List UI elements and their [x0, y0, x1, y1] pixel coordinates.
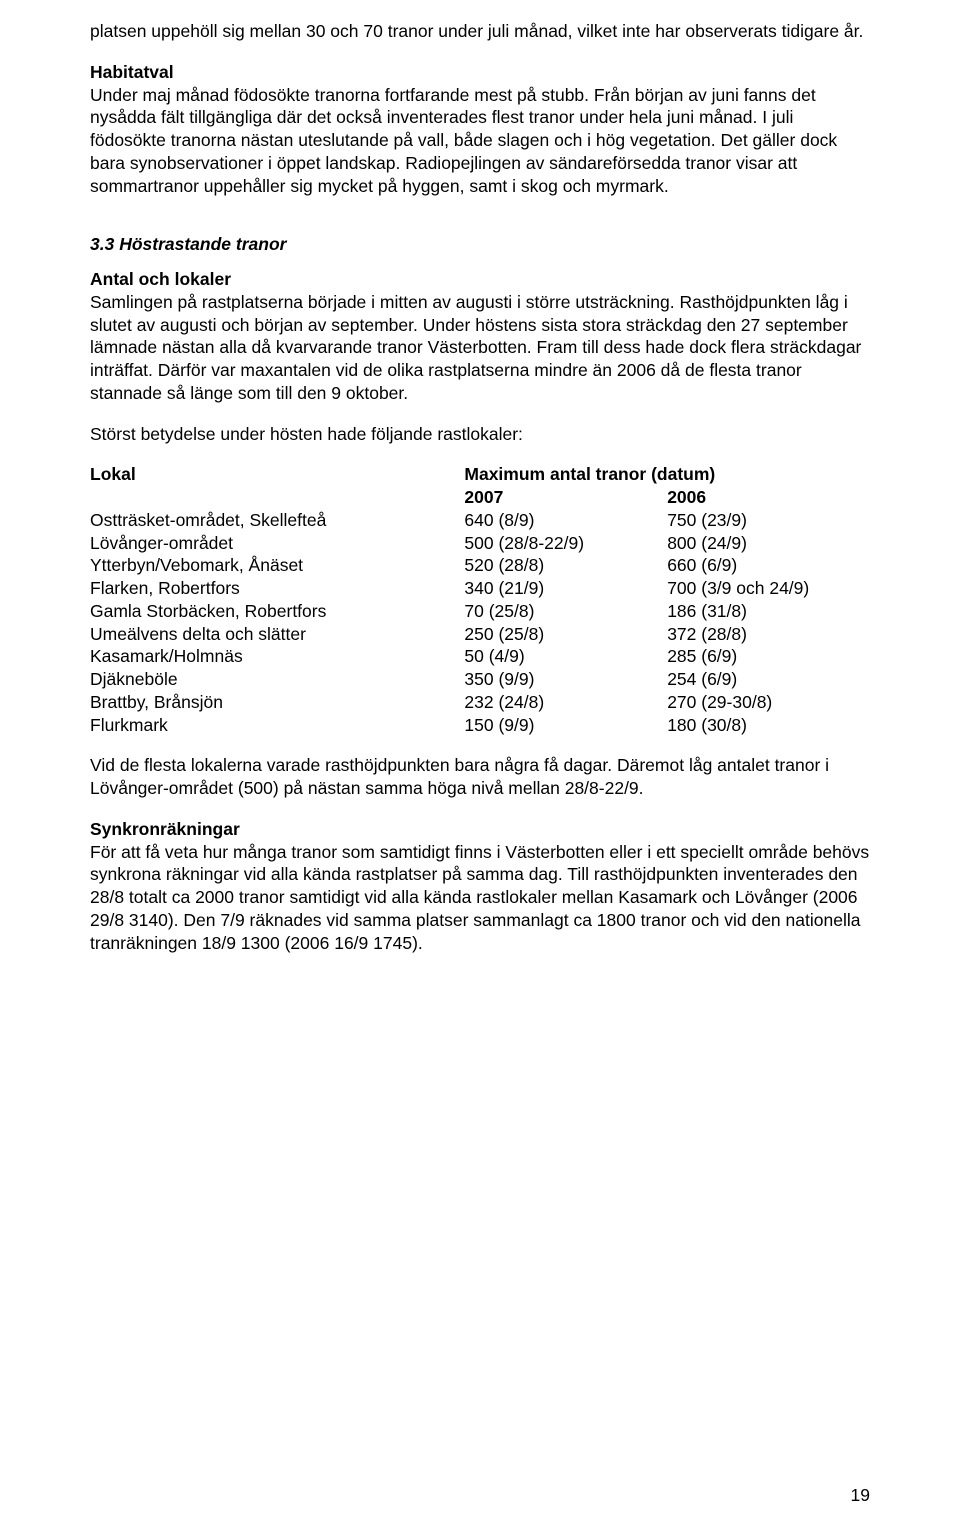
habitat-body: Under maj månad födosökte tranorna fortf…: [90, 84, 870, 198]
cell-2007: 340 (21/9): [464, 577, 667, 600]
table-header-row: Lokal Maximum antal tranor (datum): [90, 463, 870, 486]
table-row: Kasamark/Holmnäs50 (4/9)285 (6/9): [90, 645, 870, 668]
table-row: Lövånger-området500 (28/8-22/9)800 (24/9…: [90, 532, 870, 555]
cell-2006: 750 (23/9): [667, 509, 870, 532]
habitat-heading: Habitatval: [90, 61, 870, 84]
antal-body: Samlingen på rastplatserna började i mit…: [90, 291, 870, 405]
cell-2007: 500 (28/8-22/9): [464, 532, 667, 555]
table-row: Ostträsket-området, Skellefteå640 (8/9)7…: [90, 509, 870, 532]
storts-line: Störst betydelse under hösten hade följa…: [90, 423, 870, 446]
page-number: 19: [851, 1484, 870, 1507]
cell-lokal: Ostträsket-området, Skellefteå: [90, 509, 464, 532]
section-33-heading: 3.3 Höstrastande tranor: [90, 233, 870, 256]
synkron-body: För att få veta hur många tranor som sam…: [90, 841, 870, 955]
table-row: Brattby, Brånsjön232 (24/8)270 (29-30/8): [90, 691, 870, 714]
table-row: Gamla Storbäcken, Robertfors70 (25/8)186…: [90, 600, 870, 623]
cell-lokal: Flurkmark: [90, 714, 464, 737]
cell-2006: 270 (29-30/8): [667, 691, 870, 714]
th-2006: 2006: [667, 486, 870, 509]
cell-2007: 350 (9/9): [464, 668, 667, 691]
cell-lokal: Umeälvens delta och slätter: [90, 623, 464, 646]
cell-lokal: Brattby, Brånsjön: [90, 691, 464, 714]
th-2007: 2007: [464, 486, 667, 509]
table-row: Umeälvens delta och slätter250 (25/8)372…: [90, 623, 870, 646]
cell-2006: 186 (31/8): [667, 600, 870, 623]
cell-2007: 640 (8/9): [464, 509, 667, 532]
cell-lokal: Djäkneböle: [90, 668, 464, 691]
cell-2007: 250 (25/8): [464, 623, 667, 646]
table-row: Ytterbyn/Vebomark, Ånäset520 (28/8)660 (…: [90, 554, 870, 577]
th-maximum: Maximum antal tranor (datum): [464, 463, 870, 486]
cell-2006: 660 (6/9): [667, 554, 870, 577]
th-lokal: Lokal: [90, 463, 464, 486]
intro-paragraph: platsen uppehöll sig mellan 30 och 70 tr…: [90, 20, 870, 43]
cell-lokal: Ytterbyn/Vebomark, Ånäset: [90, 554, 464, 577]
table-row: Djäkneböle350 (9/9)254 (6/9): [90, 668, 870, 691]
cell-2007: 232 (24/8): [464, 691, 667, 714]
vid-flesta-paragraph: Vid de flesta lokalerna varade rasthöjdp…: [90, 754, 870, 800]
cell-2006: 254 (6/9): [667, 668, 870, 691]
th-empty: [90, 486, 464, 509]
cell-2006: 372 (28/8): [667, 623, 870, 646]
table-year-row: 2007 2006: [90, 486, 870, 509]
cell-2007: 50 (4/9): [464, 645, 667, 668]
cell-2006: 285 (6/9): [667, 645, 870, 668]
cell-lokal: Flarken, Robertfors: [90, 577, 464, 600]
cell-lokal: Kasamark/Holmnäs: [90, 645, 464, 668]
table-row: Flurkmark150 (9/9)180 (30/8): [90, 714, 870, 737]
synkron-heading: Synkronräkningar: [90, 818, 870, 841]
cell-2006: 700 (3/9 och 24/9): [667, 577, 870, 600]
cell-lokal: Gamla Storbäcken, Robertfors: [90, 600, 464, 623]
cell-2007: 70 (25/8): [464, 600, 667, 623]
table-row: Flarken, Robertfors340 (21/9)700 (3/9 oc…: [90, 577, 870, 600]
antal-heading: Antal och lokaler: [90, 268, 870, 291]
rastlokaler-table: Lokal Maximum antal tranor (datum) 2007 …: [90, 463, 870, 736]
cell-2006: 800 (24/9): [667, 532, 870, 555]
cell-2007: 520 (28/8): [464, 554, 667, 577]
cell-lokal: Lövånger-området: [90, 532, 464, 555]
cell-2006: 180 (30/8): [667, 714, 870, 737]
cell-2007: 150 (9/9): [464, 714, 667, 737]
